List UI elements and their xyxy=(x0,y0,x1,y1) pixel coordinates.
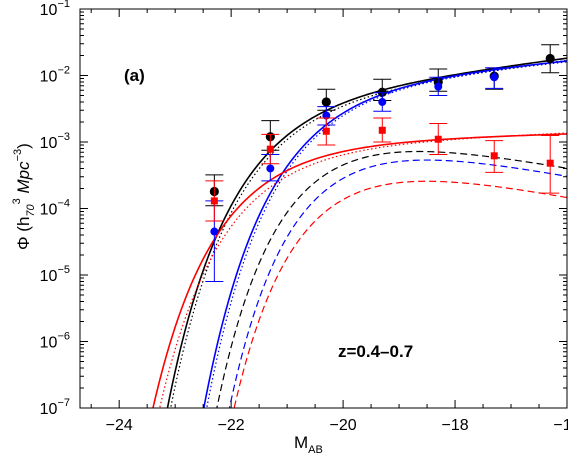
x-axis-label-sub: AB xyxy=(308,444,323,456)
x-tick-label: −20 xyxy=(330,417,357,434)
curve-blue-dashed-7 xyxy=(228,159,567,408)
curve-red-dashed-8 xyxy=(233,180,567,408)
curve-blue-solid-2 xyxy=(202,60,567,408)
curve-blue-dotted-3 xyxy=(206,61,567,408)
x-axis-label-main: M xyxy=(294,433,308,452)
data-point-black-3 xyxy=(377,87,387,97)
y-label-part-4: −3 xyxy=(12,149,24,162)
x-tick-label: −22 xyxy=(218,417,245,434)
y-tick-label: 10−4 xyxy=(40,198,70,219)
y-label-part-3: Mpc xyxy=(14,161,33,198)
y-tick-label: 10−2 xyxy=(40,65,70,86)
data-point-blue-5 xyxy=(490,73,499,82)
x-axis-label: MAB xyxy=(294,433,323,456)
data-points xyxy=(205,44,560,282)
data-point-blue-0 xyxy=(210,227,219,236)
curve-black-dotted-1 xyxy=(170,59,567,408)
redshift-annotation: z=0.4–0.7 xyxy=(338,342,413,361)
axes: −24 −22 −20 −18 −16 10−7 10−6 10−5 10−4 10−3 10−2 1… xyxy=(40,0,568,434)
data-point-red-2 xyxy=(322,127,330,135)
curve-black-dashed-6 xyxy=(216,150,567,408)
y-tick-label: 10−5 xyxy=(40,264,70,285)
data-point-red-3 xyxy=(378,126,386,134)
y-axis-label: Φ (h703 Mpc−3) xyxy=(11,143,37,250)
data-point-red-0 xyxy=(210,197,218,205)
data-point-red-1 xyxy=(266,145,274,153)
y-tick-label: 10−3 xyxy=(40,131,70,152)
data-point-black-2 xyxy=(321,97,331,107)
data-point-blue-1 xyxy=(266,164,275,173)
y-label-part-0: Φ (h xyxy=(14,217,33,250)
y-tick-label: 10−7 xyxy=(40,397,70,418)
series-red xyxy=(205,117,560,222)
data-point-blue-3 xyxy=(378,97,387,106)
curve-black-solid-0 xyxy=(166,57,567,408)
y-label-part-1: 70 xyxy=(25,203,37,216)
curve-red-solid-4 xyxy=(152,133,567,408)
y-label-part-5: ) xyxy=(14,143,33,149)
curve-red-dotted-5 xyxy=(159,132,567,408)
data-point-black-6 xyxy=(545,53,555,64)
data-point-red-5 xyxy=(490,152,498,160)
data-point-red-4 xyxy=(434,135,442,143)
data-point-red-6 xyxy=(546,159,554,167)
x-tick-label: −24 xyxy=(106,417,133,434)
x-tick-label: −16 xyxy=(553,417,568,434)
y-tick-label: 10−1 xyxy=(40,0,70,19)
x-tick-label: −18 xyxy=(441,417,468,434)
y-tick-label: 10−6 xyxy=(40,331,70,352)
data-point-blue-4 xyxy=(434,82,443,91)
y-label-part-2: 3 xyxy=(11,198,23,204)
panel-label: (a) xyxy=(124,66,145,85)
